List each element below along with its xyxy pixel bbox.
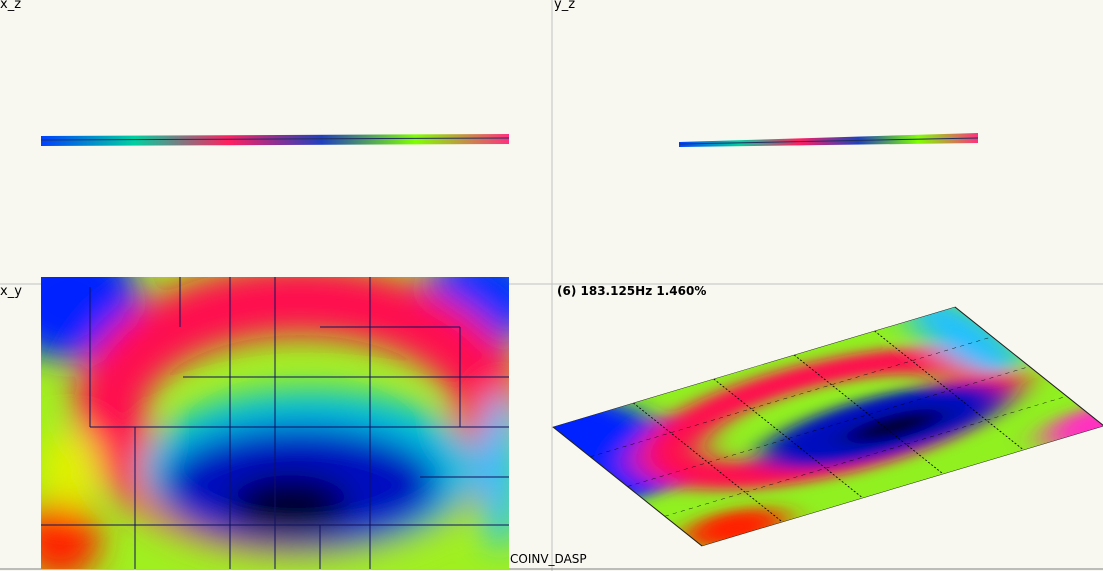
- xy-view: [41, 277, 509, 569]
- footer-label: COINV_DASP: [510, 552, 587, 566]
- xz-view: [40, 134, 510, 146]
- view-label: y_z: [554, 0, 576, 12]
- iso-view: [552, 306, 1103, 547]
- mode-info: (6) 183.125Hz 1.460%: [557, 284, 707, 298]
- yz-view: [678, 133, 979, 147]
- view-label: x_y: [0, 284, 22, 299]
- view-label: x_z: [0, 0, 22, 12]
